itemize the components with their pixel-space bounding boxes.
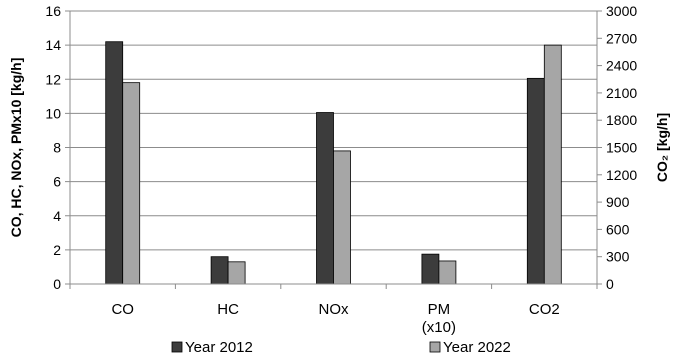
right-tick-label: 600 [606, 221, 630, 237]
legend-label-year-2012: Year 2012 [185, 339, 253, 356]
right-tick-label: 1200 [606, 167, 637, 183]
left-tick-label: 16 [45, 3, 61, 19]
category-label: PM [428, 301, 451, 318]
left-tick-label: 4 [53, 208, 61, 224]
left-axis-ticks: 0 2 4 6 8 10 12 14 16 [45, 3, 61, 292]
right-tick-label: 0 [606, 276, 614, 292]
legend-label-year-2022: Year 2022 [443, 339, 511, 356]
bar-year-2012-co [105, 41, 124, 285]
right-axis-title: CO₂ [kg/h] [654, 113, 670, 182]
left-tick-label: 8 [53, 140, 61, 156]
left-tick-label: 6 [53, 174, 61, 190]
bar-year-2022-hc [227, 261, 246, 285]
bar-year-2022-nox [333, 150, 351, 285]
left-tick-label: 0 [53, 276, 61, 292]
bar-year-2012-nox [316, 112, 334, 285]
bars [105, 41, 562, 285]
right-tick-label: 900 [606, 194, 630, 210]
bar-year-2022-co [122, 82, 141, 285]
left-tick-label: 2 [53, 242, 61, 258]
bar-year-2012-pmx10 [421, 253, 440, 285]
category-label: HC [217, 301, 239, 318]
right-tick-label: 1800 [606, 112, 637, 128]
bar-year-2012-co2 [526, 77, 545, 285]
right-tick-label: 2100 [606, 85, 637, 101]
right-tick-label: 3000 [606, 3, 637, 19]
left-axis-title: CO, HC, NOx, PMx10 [kg/h] [8, 58, 24, 238]
legend-swatch-year-2022 [429, 341, 441, 353]
left-tick-label: 14 [45, 37, 61, 53]
axes [65, 10, 602, 289]
bar-year-2022-pmx10 [438, 260, 457, 285]
legend-swatch-year-2012 [171, 341, 183, 353]
bar-year-2012-hc [210, 256, 229, 285]
right-axis-ticks: 0 300 600 900 1200 1500 1800 2100 2400 2700 3000 [606, 3, 637, 292]
left-tick-label: 10 [45, 105, 61, 121]
category-labels: CO HC NOx PM(x10) CO2 [111, 301, 559, 336]
category-label: CO [111, 301, 134, 318]
category-label: NOx [319, 301, 350, 318]
right-tick-label: 2400 [606, 58, 637, 74]
right-tick-label: 1500 [606, 140, 637, 156]
right-tick-label: 2700 [606, 30, 637, 46]
legend: Year 2012 Year 2022 [171, 339, 511, 356]
left-tick-label: 12 [45, 71, 61, 87]
category-label: (x10) [422, 319, 456, 336]
category-label: CO2 [529, 301, 560, 318]
bar-year-2022-co2 [543, 44, 562, 285]
right-tick-label: 300 [606, 249, 630, 265]
